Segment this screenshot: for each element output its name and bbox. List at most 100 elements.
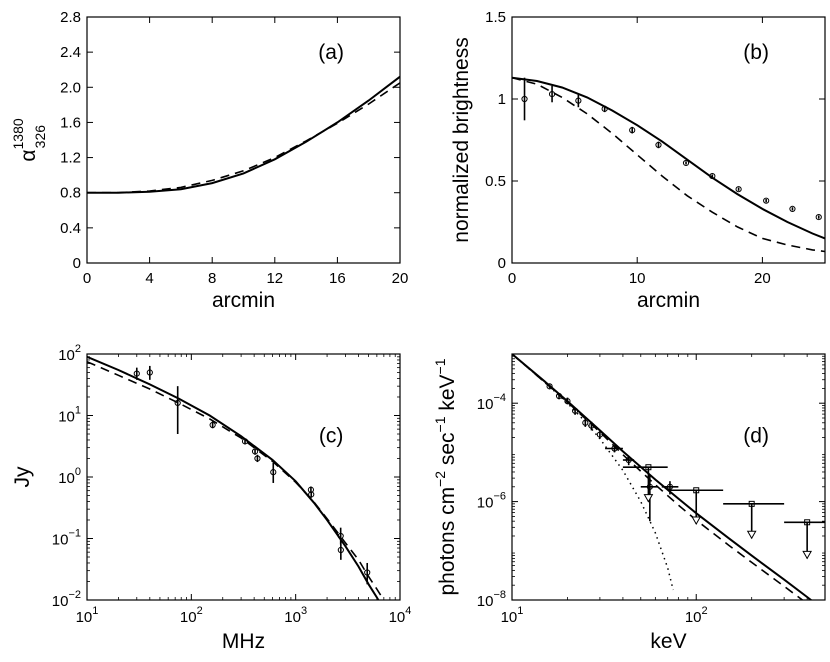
solid-curve (512, 76, 825, 240)
x-tick-label: 0 (83, 270, 91, 287)
x-tick-label: 103 (284, 605, 307, 626)
x-tick-label-base: 10 (76, 609, 93, 626)
upper-limit-marker (748, 500, 755, 507)
y-axis-label-part: keV (436, 374, 459, 416)
upper-limit-marker (693, 487, 700, 494)
panel-label: (d) (743, 425, 769, 448)
x-tick-label: 102 (685, 605, 708, 626)
data-point (146, 369, 153, 376)
data-point (682, 159, 690, 167)
y-tick-label-exp: 2 (75, 343, 81, 355)
y-tick-label-base: 10 (58, 409, 75, 426)
data-point (588, 422, 595, 429)
data-point (209, 421, 216, 429)
data-point (364, 569, 371, 576)
y-tick-label-base: 10 (52, 593, 69, 610)
data-point (735, 186, 742, 193)
upper-limit-arrow (802, 550, 813, 560)
dashed-curve (87, 82, 400, 194)
y-tick-label-exp: −4 (493, 392, 506, 404)
x-tick-label-base: 10 (180, 609, 197, 626)
x-axis-label: MHz (222, 630, 265, 653)
x-tick-label: 0 (508, 270, 516, 287)
data-point (241, 438, 249, 445)
data-point (629, 127, 636, 134)
data-point (270, 469, 277, 476)
x-tick-label: 101 (501, 605, 524, 626)
upper-limit-arrow (643, 494, 654, 503)
y-axis-label-part: sec (436, 432, 459, 471)
panel-label: (c) (319, 425, 344, 448)
y-axis-label: photons cm−2 sec−1 keV−1 (432, 358, 459, 595)
y-tick-label-exp: −6 (493, 491, 506, 503)
y-tick-label: 0 (498, 255, 506, 272)
y-tick-label-exp: −8 (493, 589, 506, 601)
plot-frame (511, 353, 826, 601)
data-point (254, 455, 261, 462)
y-tick-label-exp: −2 (68, 589, 81, 601)
x-tick-label: 104 (389, 605, 412, 626)
y-tick-label: 1.5 (485, 9, 506, 26)
x-tick-label: 20 (754, 270, 771, 287)
y-tick-label: 0.4 (60, 220, 81, 237)
y-tick-label: 10−4 (477, 392, 506, 413)
upper-limit-marker (645, 464, 652, 471)
x-tick-label-base: 10 (389, 609, 406, 626)
y-tick-label: 0.8 (60, 185, 81, 202)
data-point (555, 392, 563, 400)
x-tick-label-exp: 4 (405, 605, 411, 617)
data-point (763, 197, 770, 204)
y-tick-label: 101 (58, 405, 81, 426)
data-point (564, 398, 571, 405)
y-tick-label-base: 10 (477, 495, 494, 512)
y-axis-label-main: α (17, 150, 40, 162)
y-tick-label: 10−1 (52, 528, 81, 549)
y-axis-label-part: −1 (432, 416, 448, 432)
x-tick-label: 20 (392, 270, 409, 287)
y-tick-label-base: 10 (477, 593, 494, 610)
data-point (625, 456, 632, 464)
y-tick-label: 102 (58, 343, 81, 364)
y-tick-label: 0.5 (485, 173, 506, 190)
x-tick-label-exp: 3 (301, 605, 307, 617)
x-axis-label: keV (650, 630, 686, 653)
x-tick-label: 102 (180, 605, 203, 626)
x-tick-label: 8 (208, 270, 216, 287)
data-point (646, 483, 653, 490)
y-axis-label: Jy (11, 466, 34, 488)
data-point (133, 370, 140, 377)
y-tick-label: 10−2 (52, 589, 81, 610)
x-axis-label: arcmin (637, 289, 700, 312)
data-point (709, 172, 716, 180)
panel-b: 0 10 20 0 0.5 1 1.5 arcmin normalized brightness… (450, 9, 826, 312)
y-tick-label-exp: 0 (75, 466, 81, 478)
data-point (611, 445, 618, 452)
x-tick-label-exp: 1 (92, 605, 98, 617)
y-tick-label: 10−6 (477, 491, 506, 512)
y-tick-label: 2.8 (60, 9, 81, 26)
curves (87, 75, 400, 194)
x-tick-label: 4 (145, 270, 153, 287)
y-axis-label-sup: 1380 (10, 118, 26, 149)
y-tick-label-base: 10 (58, 470, 75, 487)
y-tick-label-base: 10 (52, 532, 69, 549)
data-point (582, 419, 589, 426)
plot-frame (86, 16, 401, 264)
y-axis-label-part: −2 (432, 471, 448, 487)
y-tick-label-base: 10 (477, 396, 494, 413)
data-point (575, 97, 582, 104)
panel-a: 0 4 8 12 16 20 0 0.4 0.8 1.2 1.6 2.0 2.4 2.8 arcmin α13… (10, 9, 408, 312)
solid-curve (87, 75, 400, 194)
dashed-curve (512, 76, 825, 253)
plot-frame (86, 353, 401, 601)
x-axis-label: arcmin (212, 289, 275, 312)
upper-limit-arrow (691, 516, 702, 526)
y-tick-label: 100 (58, 466, 81, 487)
x-tick-label-base: 10 (284, 609, 301, 626)
data-point (548, 90, 556, 98)
y-tick-label: 2.0 (60, 79, 81, 96)
y-tick-label-exp: −1 (68, 528, 81, 540)
data-point (655, 141, 662, 149)
